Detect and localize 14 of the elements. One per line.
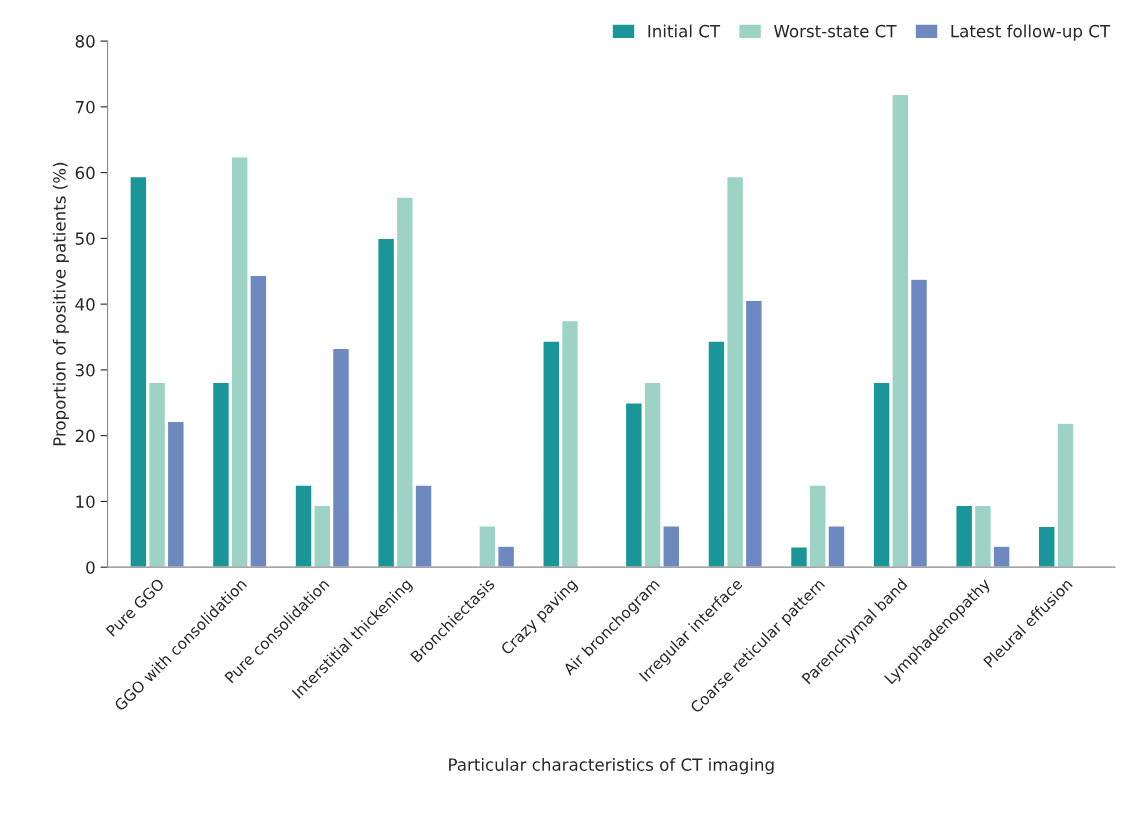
y-tick-label: 20	[75, 429, 95, 443]
legend-label: Initial CT	[648, 24, 721, 38]
y-tick-label: 10	[76, 495, 95, 508]
y-tick-label: 60	[75, 166, 95, 180]
y-tick-label: 80	[75, 35, 95, 48]
y-tick-label: 50	[75, 232, 95, 245]
y-axis-title: Proportion of positive patients (%)	[52, 162, 69, 446]
y-tick-label: 70	[75, 100, 95, 114]
y-tick-label: 30	[75, 363, 95, 377]
x-axis-title: Particular characteristics of CT imaging	[449, 758, 774, 775]
legend-label: Latest follow-up CT	[951, 24, 1111, 41]
legend-label: Worst-state CT	[773, 24, 897, 38]
y-tick-label: 0	[86, 561, 95, 574]
y-tick-label: 40	[75, 298, 95, 311]
